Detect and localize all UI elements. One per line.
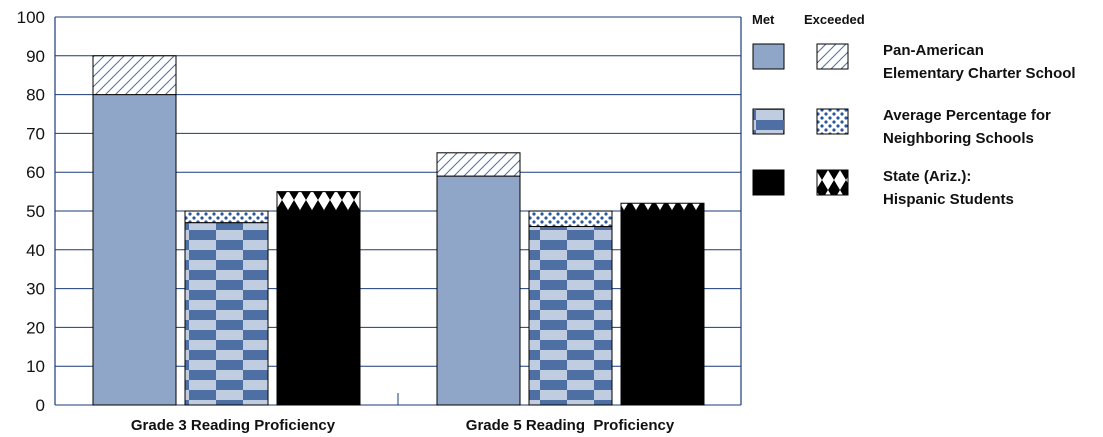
- legend-label: State (Ariz.):: [883, 168, 971, 185]
- bar-exceeded-pan-american: [92, 55, 177, 96]
- legend-swatch-met: [752, 169, 785, 196]
- bar-exceeded-neighboring: [528, 210, 613, 228]
- legend-label: Pan-American: [883, 42, 984, 59]
- legend-met-header: Met: [752, 12, 775, 27]
- bar-met-pan-american: [436, 175, 521, 406]
- legend-label: Neighboring Schools: [883, 130, 1034, 147]
- y-tick-label: 90: [26, 47, 45, 66]
- y-tick-label: 30: [26, 280, 45, 299]
- bar-exceeded-state: [620, 202, 705, 212]
- legend-swatch-met: [752, 43, 785, 70]
- legend-label: Average Percentage for: [883, 107, 1051, 124]
- y-tick-label: 100: [17, 8, 45, 27]
- legend-swatch-exceeded: [816, 43, 849, 70]
- x-category-label: Grade 3 Reading Proficiency: [131, 417, 336, 434]
- legend-swatch-exceeded: [816, 169, 849, 196]
- legend-label: Hispanic Students: [883, 191, 1014, 208]
- bar-exceeded-neighboring: [184, 210, 269, 224]
- bar-met-state: [620, 210, 705, 406]
- legend-swatch-met: [752, 108, 785, 135]
- y-tick-label: 20: [26, 318, 45, 337]
- legend-label: Elementary Charter School: [883, 65, 1076, 82]
- legend-swatch-exceeded: [816, 108, 849, 135]
- y-tick-label: 50: [26, 202, 45, 221]
- bar-exceeded-pan-american: [436, 152, 521, 177]
- x-category-label: Grade 5 Reading Proficiency: [466, 417, 675, 434]
- y-tick-label: 60: [26, 163, 45, 182]
- bar-met-pan-american: [92, 94, 177, 406]
- y-tick-label: 10: [26, 357, 45, 376]
- bar-met-neighboring: [184, 222, 269, 406]
- y-tick-label: 70: [26, 124, 45, 143]
- bar-met-state: [276, 210, 361, 406]
- y-tick-label: 80: [26, 86, 45, 105]
- y-tick-label: 40: [26, 241, 45, 260]
- legend-exceeded-header: Exceeded: [804, 12, 865, 27]
- bar-exceeded-state: [276, 191, 361, 212]
- bar-met-neighboring: [528, 226, 613, 406]
- y-tick-label: 0: [36, 396, 45, 415]
